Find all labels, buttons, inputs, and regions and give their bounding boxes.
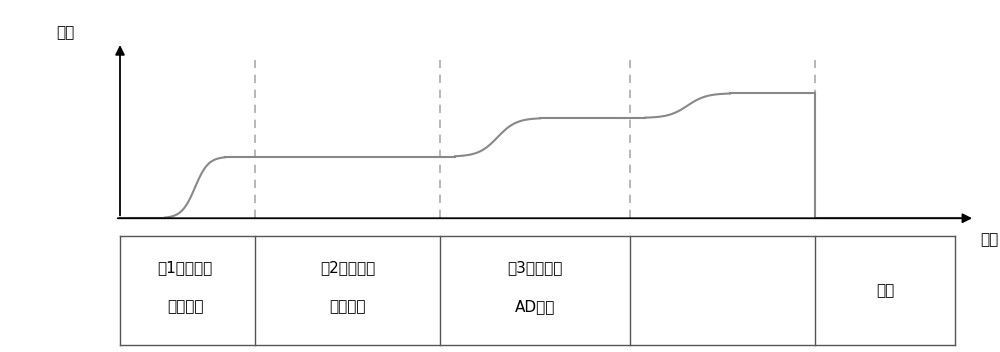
Text: 峰值保持: 峰值保持 xyxy=(330,299,366,314)
Text: 第1次充电、: 第1次充电、 xyxy=(157,260,213,275)
Text: 时间: 时间 xyxy=(980,232,998,247)
Text: 幅值: 幅值 xyxy=(56,25,74,40)
Text: 第2次充电、: 第2次充电、 xyxy=(320,260,376,275)
Text: AD采样: AD采样 xyxy=(515,299,555,314)
Text: 放电: 放电 xyxy=(876,283,894,298)
Text: 峰值保持: 峰值保持 xyxy=(167,299,203,314)
Text: 第3次充电、: 第3次充电、 xyxy=(507,260,563,275)
